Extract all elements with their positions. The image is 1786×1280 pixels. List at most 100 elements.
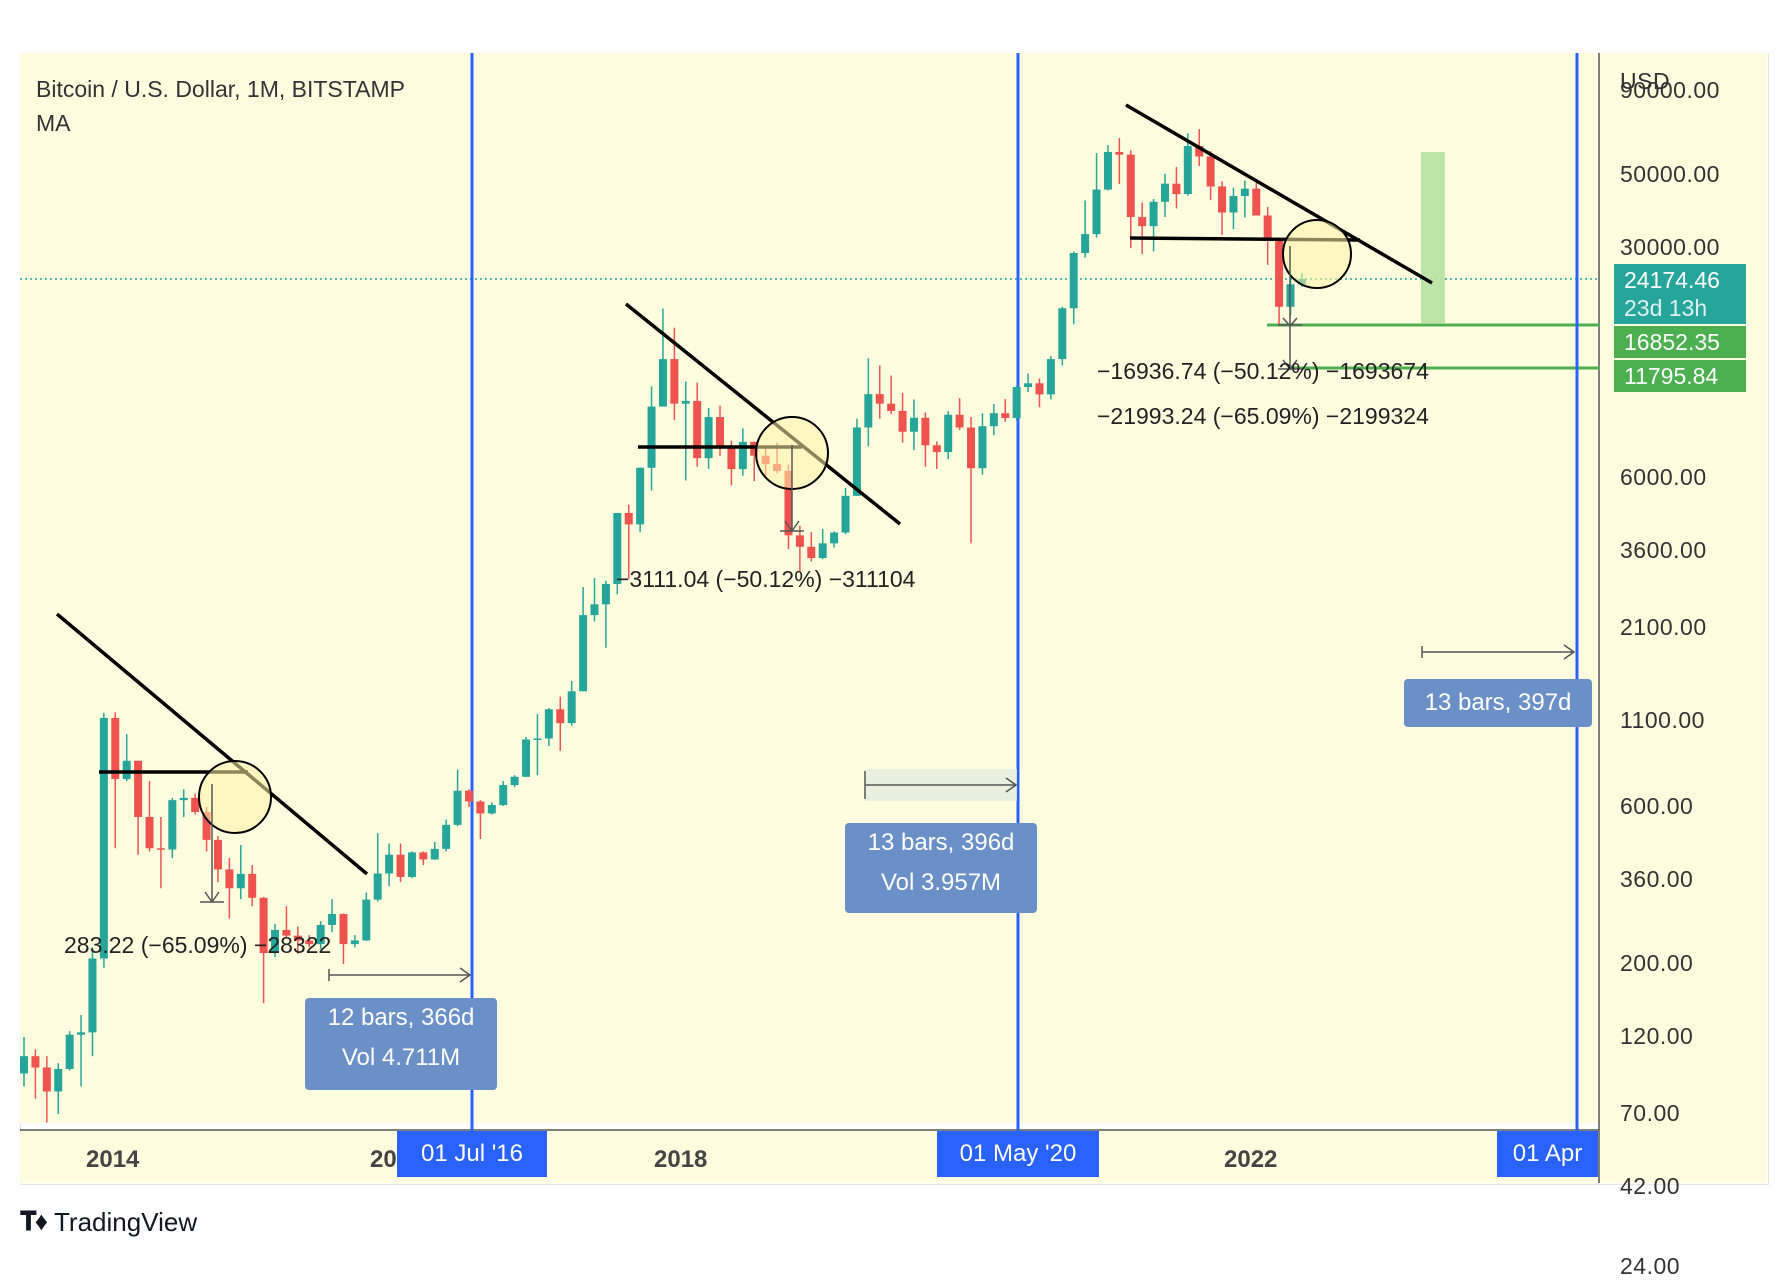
candle-body[interactable] [385,854,394,874]
candle-body[interactable] [1161,183,1169,202]
candle-body[interactable] [818,543,827,559]
tradingview-brand[interactable]: 𝐓♦ TradingView [20,1206,197,1238]
chart-canvas[interactable] [0,0,1786,1252]
candle-body[interactable] [282,929,291,936]
candle-body[interactable] [88,958,97,1033]
candle-body[interactable] [875,394,884,404]
candle-body[interactable] [453,790,462,825]
candle-body[interactable] [179,797,188,801]
candle-body[interactable] [1206,156,1215,187]
candle-body[interactable] [658,359,667,407]
candle-body[interactable] [1195,146,1204,157]
candle-body[interactable] [579,615,588,692]
candle-body[interactable] [1263,215,1272,240]
candle-body[interactable] [1058,308,1067,360]
candle-body[interactable] [1149,201,1158,227]
candle-body[interactable] [590,604,599,616]
range-box-2[interactable]: 13 bars, 396d Vol 3.957M [845,823,1037,913]
price-axis[interactable] [1599,53,1767,1183]
candle-body[interactable] [350,940,359,945]
candle-body[interactable] [613,513,622,584]
candle-body[interactable] [122,760,131,780]
candle-body[interactable] [1218,186,1227,213]
circle-2014[interactable] [198,760,272,834]
candle-body[interactable] [191,797,200,812]
candle-body[interactable] [670,359,679,404]
candle-body[interactable] [419,852,428,860]
candle-body[interactable] [750,441,759,456]
candle-body[interactable] [339,913,348,945]
candle-body[interactable] [795,535,804,547]
candle-body[interactable] [1092,189,1101,235]
projection-box[interactable] [1421,152,1445,323]
candle-body[interactable] [567,691,576,724]
candle-body[interactable] [430,848,439,860]
candle-body[interactable] [271,929,280,954]
candle-body[interactable] [932,445,941,453]
trendline-2014[interactable] [55,612,369,876]
candle-body[interactable] [1126,154,1135,218]
candle-body[interactable] [955,414,964,428]
candle-body[interactable] [510,776,519,786]
candle-body[interactable] [852,427,861,496]
candle-body[interactable] [1252,188,1261,216]
date-tag-jul16[interactable]: 01 Jul '16 [397,1131,547,1177]
candle-body[interactable] [77,1032,86,1035]
support-tag-11795[interactable]: 11795.84 [1614,360,1746,392]
candle-body[interactable] [1138,217,1147,227]
candle-body[interactable] [1115,151,1124,155]
candle-body[interactable] [887,403,896,411]
date-tag-may20[interactable]: 01 May '20 [937,1131,1099,1177]
trendline-2018[interactable] [624,302,902,526]
candle-body[interactable] [1103,151,1112,190]
candle-body[interactable] [944,414,953,453]
candle-body[interactable] [213,839,222,870]
candle-body[interactable] [499,785,508,805]
candle-body[interactable] [601,583,610,605]
candle-body[interactable] [807,546,816,559]
time-axis[interactable] [20,1131,1598,1183]
candle-body[interactable] [42,1067,51,1092]
candle-body[interactable] [1081,234,1090,254]
candle-body[interactable] [476,801,485,814]
candle-body[interactable] [784,470,793,536]
candle-body[interactable] [293,935,302,941]
candle-body[interactable] [145,816,154,849]
candle-body[interactable] [738,441,747,470]
candle-body[interactable] [396,854,405,877]
candle-body[interactable] [704,417,713,459]
candle-body[interactable] [544,709,553,739]
candle-body[interactable] [967,427,976,469]
candle-body[interactable] [99,717,108,959]
range-box-3[interactable]: 13 bars, 397d [1404,679,1592,727]
candle-body[interactable] [636,467,645,525]
candle-body[interactable] [1240,188,1249,197]
candle-body[interactable] [624,513,633,525]
candle-body[interactable] [202,811,211,840]
candle-body[interactable] [898,410,907,432]
candle-body[interactable] [522,739,531,777]
candle-body[interactable] [54,1068,63,1092]
candle-body[interactable] [20,1056,28,1074]
candle-body[interactable] [556,709,565,724]
candle-body[interactable] [978,426,987,469]
candle-body[interactable] [111,717,120,780]
candle-body[interactable] [989,413,998,427]
candle-body[interactable] [864,394,873,428]
candle-body[interactable] [1172,183,1181,195]
candle-body[interactable] [31,1056,40,1068]
candle-body[interactable] [362,899,371,941]
candle-body[interactable] [259,897,268,954]
candle-body[interactable] [1046,359,1055,395]
indicator-legend[interactable]: MA [36,110,71,136]
range-box-1[interactable]: 12 bars, 366d Vol 4.711M [305,998,497,1090]
candle-body[interactable] [716,417,725,447]
candle-body[interactable] [681,400,690,404]
candle-body[interactable] [727,446,736,470]
circle-2022[interactable] [1282,219,1352,289]
date-tag-apr[interactable]: 01 Apr [1497,1131,1598,1177]
candle-body[interactable] [65,1034,74,1069]
candle-body[interactable] [693,400,702,459]
candle-body[interactable] [305,940,314,945]
candle-body[interactable] [1069,253,1078,309]
